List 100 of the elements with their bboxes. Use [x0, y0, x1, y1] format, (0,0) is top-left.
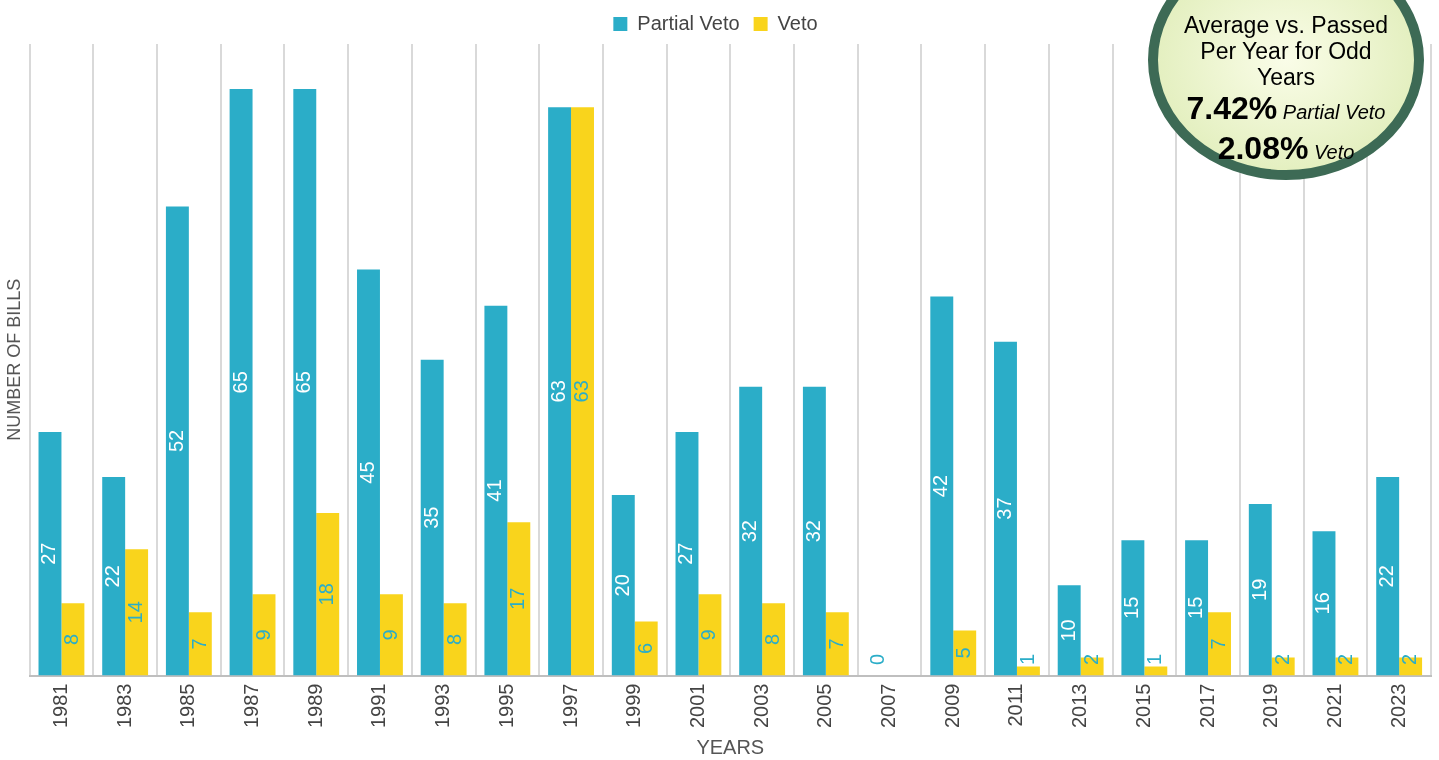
- bar: [61, 603, 85, 676]
- data-label: 2: [1079, 653, 1102, 666]
- data-label: 42: [929, 474, 952, 498]
- data-label: 63: [547, 380, 570, 403]
- data-label: 45: [356, 461, 378, 484]
- data-label: 15: [1184, 596, 1207, 619]
- data-label: 32: [801, 520, 824, 543]
- data-label: 32: [738, 520, 761, 543]
- bar: [1248, 504, 1272, 676]
- bar: [484, 305, 508, 676]
- bar: [252, 594, 276, 676]
- data-label: 22: [101, 565, 124, 588]
- bar: [165, 206, 189, 676]
- bar: [188, 612, 212, 676]
- data-label: 7: [187, 638, 210, 650]
- x-tick-label: 2005: [813, 683, 836, 729]
- data-label: 1: [1143, 653, 1166, 666]
- x-tick-label: 2007: [877, 683, 900, 729]
- data-label: 41: [483, 479, 506, 502]
- data-label: 5: [952, 647, 975, 659]
- data-label: 9: [378, 629, 401, 641]
- data-label: 18: [315, 583, 338, 606]
- x-tick-label: 2019: [1259, 683, 1282, 729]
- x-tick-label: 2015: [1131, 683, 1154, 729]
- annotation: 7.42% Partial Veto: [1185, 90, 1387, 128]
- x-tick-label: 1999: [622, 683, 645, 729]
- data-label: 15: [1120, 596, 1143, 619]
- x-tick-label: 2011: [1004, 683, 1027, 727]
- data-label: 27: [674, 542, 697, 565]
- bar: [571, 107, 594, 676]
- data-label: 1: [1015, 653, 1038, 666]
- bar: [1208, 612, 1231, 676]
- data-label: 27: [37, 542, 60, 565]
- bar: [739, 386, 763, 676]
- x-tick-label: 1981: [48, 683, 71, 729]
- data-label: 20: [610, 574, 633, 597]
- bar: [825, 612, 849, 676]
- x-tick-label: 1985: [176, 683, 199, 729]
- bar: [1185, 540, 1209, 676]
- bar: [1144, 666, 1168, 676]
- x-tick-label: 2021: [1322, 683, 1345, 729]
- x-tick-label: 1991: [367, 683, 390, 729]
- data-label: 35: [419, 506, 442, 529]
- bar: [675, 431, 699, 676]
- data-label: 9: [251, 629, 274, 641]
- bar: [1312, 531, 1336, 676]
- data-label: 8: [60, 633, 83, 645]
- data-label: 2: [1270, 653, 1293, 666]
- data-label: 0: [865, 653, 888, 666]
- bar: [125, 549, 149, 676]
- bar: [1016, 666, 1040, 676]
- bar: [634, 621, 658, 676]
- data-label: 8: [761, 633, 784, 645]
- y-axis-title: NUMBER OF BILLS: [3, 278, 24, 441]
- x-tick-label: 2017: [1195, 683, 1218, 729]
- x-tick-label: 1983: [112, 683, 135, 729]
- data-label: 9: [697, 629, 720, 641]
- bar: [1376, 477, 1400, 676]
- data-label: 37: [993, 497, 1015, 520]
- bar: [38, 431, 62, 676]
- bar: [611, 495, 635, 676]
- bar: [762, 603, 786, 676]
- x-axis-title: YEARS: [696, 735, 765, 758]
- bar: [698, 594, 722, 676]
- data-label: 2: [1398, 653, 1421, 666]
- bar: [420, 359, 444, 676]
- data-label: 19: [1247, 578, 1270, 601]
- x-tick-label: 2009: [940, 683, 963, 729]
- bar: [1121, 540, 1145, 676]
- data-label: 6: [633, 642, 656, 655]
- x-tick-label: 1993: [431, 683, 454, 729]
- bar: [994, 341, 1017, 676]
- data-label: 14: [124, 601, 147, 624]
- bar: [229, 89, 253, 676]
- x-tick-label: 2003: [749, 683, 772, 729]
- bar: [379, 594, 403, 676]
- data-label: 63: [570, 380, 593, 403]
- x-tick-label: 1989: [303, 683, 326, 729]
- data-label: 7: [1207, 638, 1230, 650]
- data-label: 7: [824, 638, 847, 650]
- bar: [548, 107, 572, 676]
- annotation: Average vs. Passed Per Year for Odd Years: [1182, 12, 1390, 90]
- bar: [316, 513, 340, 676]
- bar: [1057, 585, 1081, 676]
- bar: [507, 522, 531, 676]
- x-tick-label: 2013: [1068, 683, 1091, 729]
- x-tick-label: 1997: [558, 683, 581, 729]
- data-label: 8: [442, 633, 465, 645]
- x-tick-label: 1987: [240, 683, 263, 729]
- bar: [930, 296, 954, 676]
- bar: [293, 89, 317, 676]
- data-label: 17: [506, 587, 529, 610]
- x-tick-label: 2023: [1386, 683, 1409, 729]
- x-tick-label: 1995: [494, 683, 517, 729]
- bar: [802, 386, 826, 676]
- data-label: 2: [1334, 653, 1357, 666]
- badge-oval: Average vs. Passed Per Year for Odd Years 7.42% Partial Veto 2.08% Veto: [1148, 0, 1424, 180]
- legend-label: Partial Veto: [637, 11, 740, 34]
- data-label: 52: [164, 429, 187, 453]
- bar: [953, 630, 977, 676]
